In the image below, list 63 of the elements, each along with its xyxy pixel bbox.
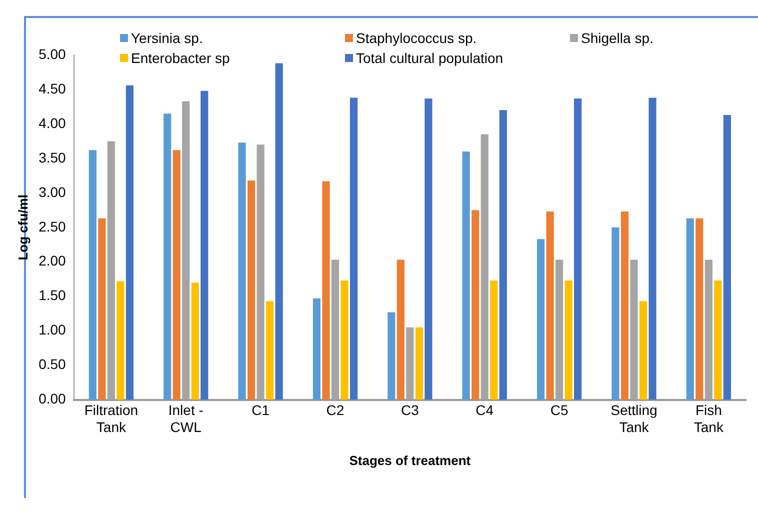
y-tick-label: 3.50	[38, 149, 66, 166]
legend-label: Yersinia sp.	[131, 30, 203, 46]
bar	[620, 212, 629, 400]
bar	[639, 301, 648, 400]
bar	[546, 212, 554, 400]
bar	[248, 180, 256, 400]
x-tick-label: C4	[476, 402, 494, 418]
y-tick-label: 2.00	[38, 252, 66, 269]
y-tick-label: 5.00	[38, 46, 66, 62]
legend-label: Staphylococcus sp.	[356, 30, 477, 46]
bar	[172, 150, 180, 400]
bar	[350, 98, 358, 400]
bar	[648, 98, 656, 400]
legend-label: Enterobacter sp	[131, 50, 230, 66]
bar	[696, 218, 704, 400]
x-tick-label: C3	[400, 402, 420, 418]
legend-label: Total cultural population	[356, 50, 504, 66]
x-tick-label: Settling Tank	[610, 402, 658, 435]
bar	[574, 98, 582, 400]
bar	[472, 210, 480, 400]
bar	[322, 181, 330, 400]
bar	[536, 239, 545, 400]
bar	[424, 98, 432, 400]
y-tick-label: 0.00	[38, 390, 66, 407]
bar	[723, 114, 731, 400]
bar	[238, 142, 246, 400]
bar	[396, 260, 404, 400]
legend-label: Shigella sp.	[581, 30, 654, 46]
bar	[266, 301, 274, 400]
bar	[275, 63, 283, 400]
bar	[564, 280, 572, 400]
x-tick-label: Inlet - CWL	[168, 402, 204, 435]
x-tick-label: Fish Tank	[694, 402, 724, 435]
bar	[116, 281, 124, 400]
y-tick-label: 1.00	[38, 322, 66, 338]
bar	[490, 280, 498, 400]
x-axis-title: Stages of treatment	[349, 452, 472, 468]
y-tick-label: 3.00	[38, 184, 66, 200]
bar	[714, 280, 722, 400]
bar	[686, 218, 694, 400]
y-axis-title: Log cfu/ml	[15, 194, 30, 260]
bar	[462, 152, 470, 400]
y-tick-label: 1.50	[38, 287, 66, 304]
bar	[98, 218, 106, 400]
x-tick-label: C1	[252, 402, 270, 418]
bar	[88, 150, 96, 400]
x-tick-label: C2	[326, 402, 344, 418]
x-tick-label: C5	[550, 402, 568, 418]
bar	[499, 110, 507, 400]
y-tick-label: 0.50	[38, 356, 66, 372]
bar	[200, 90, 208, 400]
x-tick-label: Filtration Tank	[84, 402, 138, 435]
y-tick-label: 4.00	[38, 114, 66, 131]
bar	[612, 227, 620, 400]
bar	[388, 312, 396, 400]
bar	[340, 280, 348, 400]
bar	[126, 85, 134, 400]
bar	[312, 298, 321, 400]
y-tick-label: 2.50	[38, 218, 66, 234]
bar	[415, 327, 423, 400]
bar	[191, 282, 199, 400]
y-tick-label: 4.50	[38, 80, 66, 96]
bar	[164, 114, 172, 400]
